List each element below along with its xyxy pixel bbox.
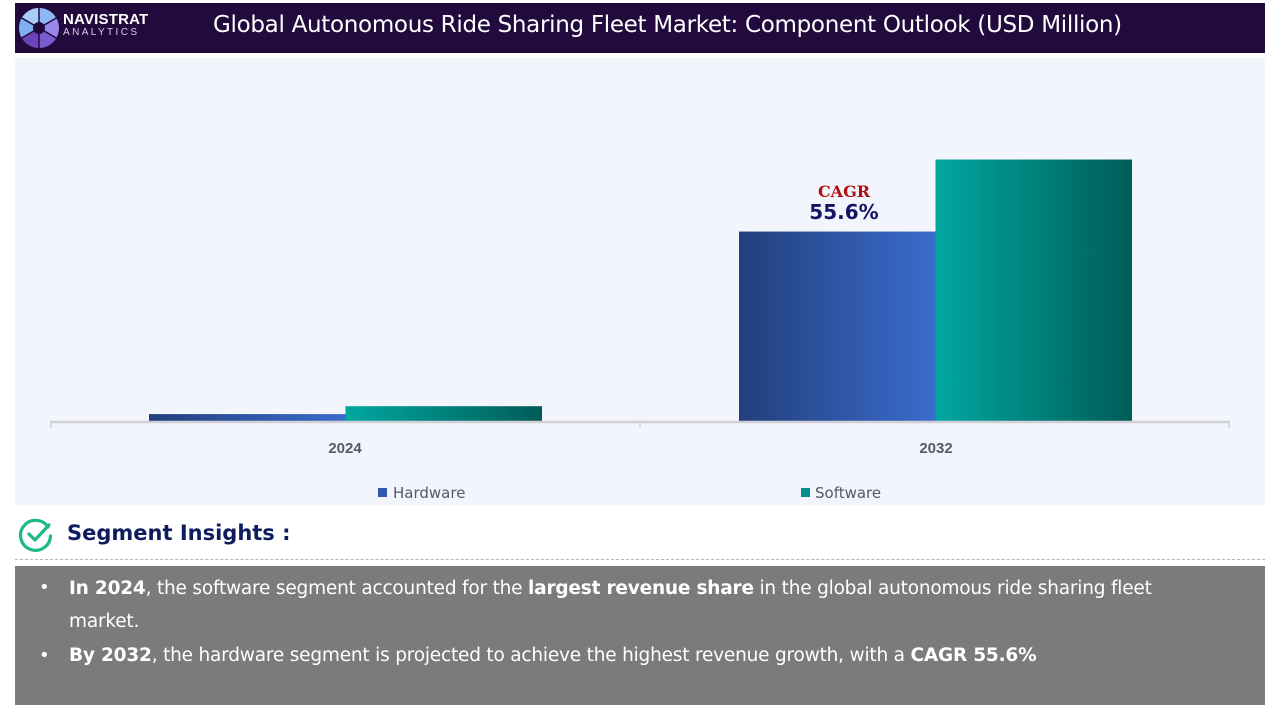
insight-text: , the software segment accounted for the (145, 578, 529, 599)
insight-bold-text: CAGR 55.6% (910, 645, 1037, 666)
x-tick-label: 2024 (328, 440, 362, 457)
brand-subtitle: ANALYTICS (63, 27, 140, 38)
insight-text: in the global autonomous ride sharing fl… (753, 578, 1152, 599)
header-bar: NAVISTRAT ANALYTICS Global Autonomous Ri… (15, 3, 1265, 53)
insight-line-1-continuation: market. (69, 611, 140, 632)
insights-box: • In 2024, the software segment accounte… (15, 566, 1265, 705)
insight-line-1: In 2024, the software segment accounted … (69, 578, 1152, 599)
insight-bold-text: In 2024 (69, 578, 146, 599)
page-title: Global Autonomous Ride Sharing Fleet Mar… (213, 12, 1122, 38)
legend-swatch-software (801, 488, 810, 497)
legend-label-software: Software (815, 484, 881, 502)
bullet-marker: • (39, 645, 50, 666)
insight-line-2: By 2032, the hardware segment is project… (69, 645, 1037, 666)
cagr-value: 55.6% (809, 200, 878, 224)
brand-name: NAVISTRAT (63, 11, 149, 28)
bar-software-2024 (345, 406, 542, 421)
insight-bold-text: By 2032 (69, 645, 152, 666)
segment-insights-title: Segment Insights : (67, 521, 291, 545)
insight-text: , the hardware segment is projected to a… (151, 645, 911, 666)
chart-area: 2024 2032 CAGR 55.6% Hardware Software (15, 58, 1265, 505)
x-tick-label: 2032 (919, 440, 952, 457)
insight-bold-text: largest revenue share (528, 578, 754, 599)
navistrat-logo-icon (19, 8, 59, 48)
brand-logo: NAVISTRAT ANALYTICS (63, 12, 148, 39)
bar-chart: 2024 2032 CAGR 55.6% Hardware Software (50, 159, 1230, 502)
cagr-label: CAGR (818, 182, 871, 201)
legend-swatch-hardware (378, 488, 387, 497)
legend-label-hardware: Hardware (393, 484, 465, 502)
bar-hardware-2032 (739, 231, 936, 421)
bar-hardware-2024 (149, 414, 346, 421)
bar-software-2032 (935, 159, 1132, 421)
bullet-marker: • (39, 577, 50, 598)
check-circle-icon (18, 518, 53, 552)
segment-insights-header: Segment Insights : (15, 510, 1265, 560)
divider (15, 559, 1265, 560)
